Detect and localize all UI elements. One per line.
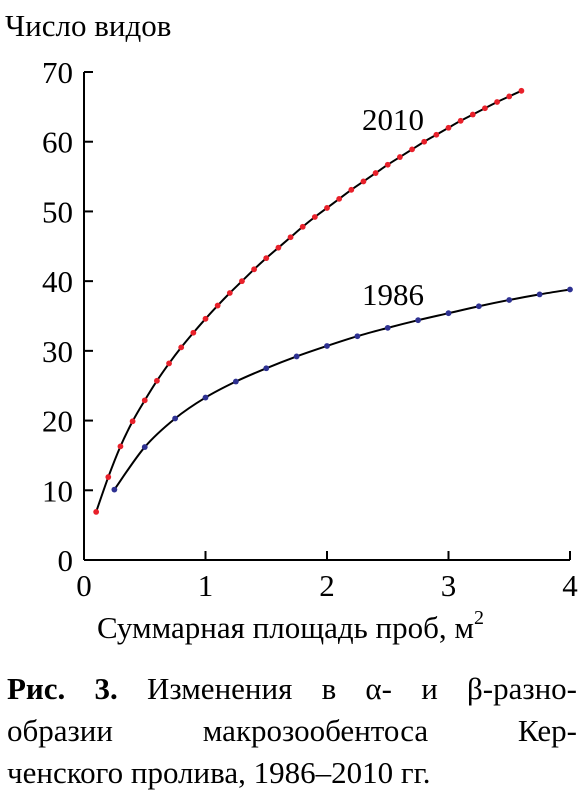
data-point-2010 [299,223,306,230]
data-point-1986 [536,291,543,298]
data-point-2010 [166,360,172,367]
x-tick-label: 0 [76,568,92,603]
data-point-2010 [226,290,233,296]
x-tick-label: 4 [562,568,578,603]
data-point-2010 [348,186,355,193]
data-point-2010 [397,154,403,160]
y-tick-label: 30 [42,334,73,369]
caption-text-1: Изменения в α- и β-разно- [147,671,578,706]
data-point-2010 [202,315,209,322]
data-point-2010 [324,205,330,211]
data-point-1986 [475,303,482,310]
series-layer [93,87,573,515]
data-point-2010 [421,138,428,145]
data-point-1986 [415,317,422,324]
x-axis-label-text: Суммарная площадь проб, м [97,610,474,645]
data-point-2010 [263,255,270,262]
series-1986 [111,286,573,493]
x-tick-label: 2 [319,568,335,603]
data-point-2010 [190,329,197,336]
data-point-1986 [141,444,148,450]
y-tick-label: 0 [58,543,74,578]
axes: 0 10 20 30 40 50 60 70 0 1 2 3 4 [42,55,578,603]
y-axis-label: Число видов [5,8,171,43]
data-point-2010 [384,161,391,168]
data-point-1986 [324,343,330,349]
data-point-2010 [129,418,136,425]
data-point-2010 [445,124,452,131]
series-line-1986 [113,288,571,491]
y-tick-label: 70 [42,55,73,90]
data-point-1986 [567,286,573,293]
y-tick-label: 50 [42,194,73,229]
data-point-1986 [232,378,239,385]
data-point-2010 [311,214,318,220]
data-point-2010 [372,170,379,176]
data-point-2010 [251,266,257,273]
data-point-2010 [409,146,415,153]
x-axis-label: Суммарная площадь проб, м2 [97,607,484,645]
data-point-2010 [518,87,525,94]
data-point-2010 [494,99,500,105]
data-point-2010 [154,377,160,384]
data-point-2010 [457,117,464,124]
data-point-1986 [354,333,361,340]
data-point-2010 [105,474,112,480]
y-tick-label: 60 [42,125,73,160]
figure-caption: Рис. 3. Изменения в α- и β-разно- образи… [7,668,577,794]
data-point-2010 [287,234,294,241]
caption-line-2: образии макрозообентоса Кер- [7,713,577,748]
caption-label: Рис. 3. [7,671,118,706]
x-tick-label: 1 [198,568,214,603]
data-point-2010 [117,443,124,450]
data-point-2010 [239,278,245,285]
data-point-2010 [506,93,513,100]
data-point-1986 [172,415,179,422]
x-tick-label: 3 [441,568,457,603]
series-label-2010: 2010 [362,102,424,137]
data-point-2010 [336,195,343,202]
data-point-2010 [141,397,148,404]
caption-line-1: Рис. 3. Изменения в α- и β-разно- [7,668,577,710]
y-tick-label: 10 [42,473,73,508]
data-point-1986 [293,353,300,360]
caption-line-3: ченского пролива, 1986–2010 гг. [7,755,431,790]
data-point-1986 [445,310,452,317]
data-point-1986 [506,297,513,303]
data-point-2010 [214,302,221,309]
data-point-2010 [433,131,440,138]
series-label-1986: 1986 [362,277,424,312]
data-point-2010 [482,105,488,112]
series-2010 [93,87,525,515]
data-point-1986 [111,486,118,493]
data-point-2010 [469,111,476,118]
data-point-2010 [178,344,185,351]
data-point-1986 [202,394,209,401]
series-line-2010 [95,89,522,513]
data-point-1986 [384,324,391,331]
y-tick-label: 40 [42,264,73,299]
y-tick-label: 20 [42,404,73,439]
data-point-2010 [275,244,282,251]
x-axis-label-superscript: 2 [474,607,484,629]
data-point-2010 [360,178,367,185]
data-point-2010 [93,508,100,515]
data-point-1986 [263,365,270,372]
